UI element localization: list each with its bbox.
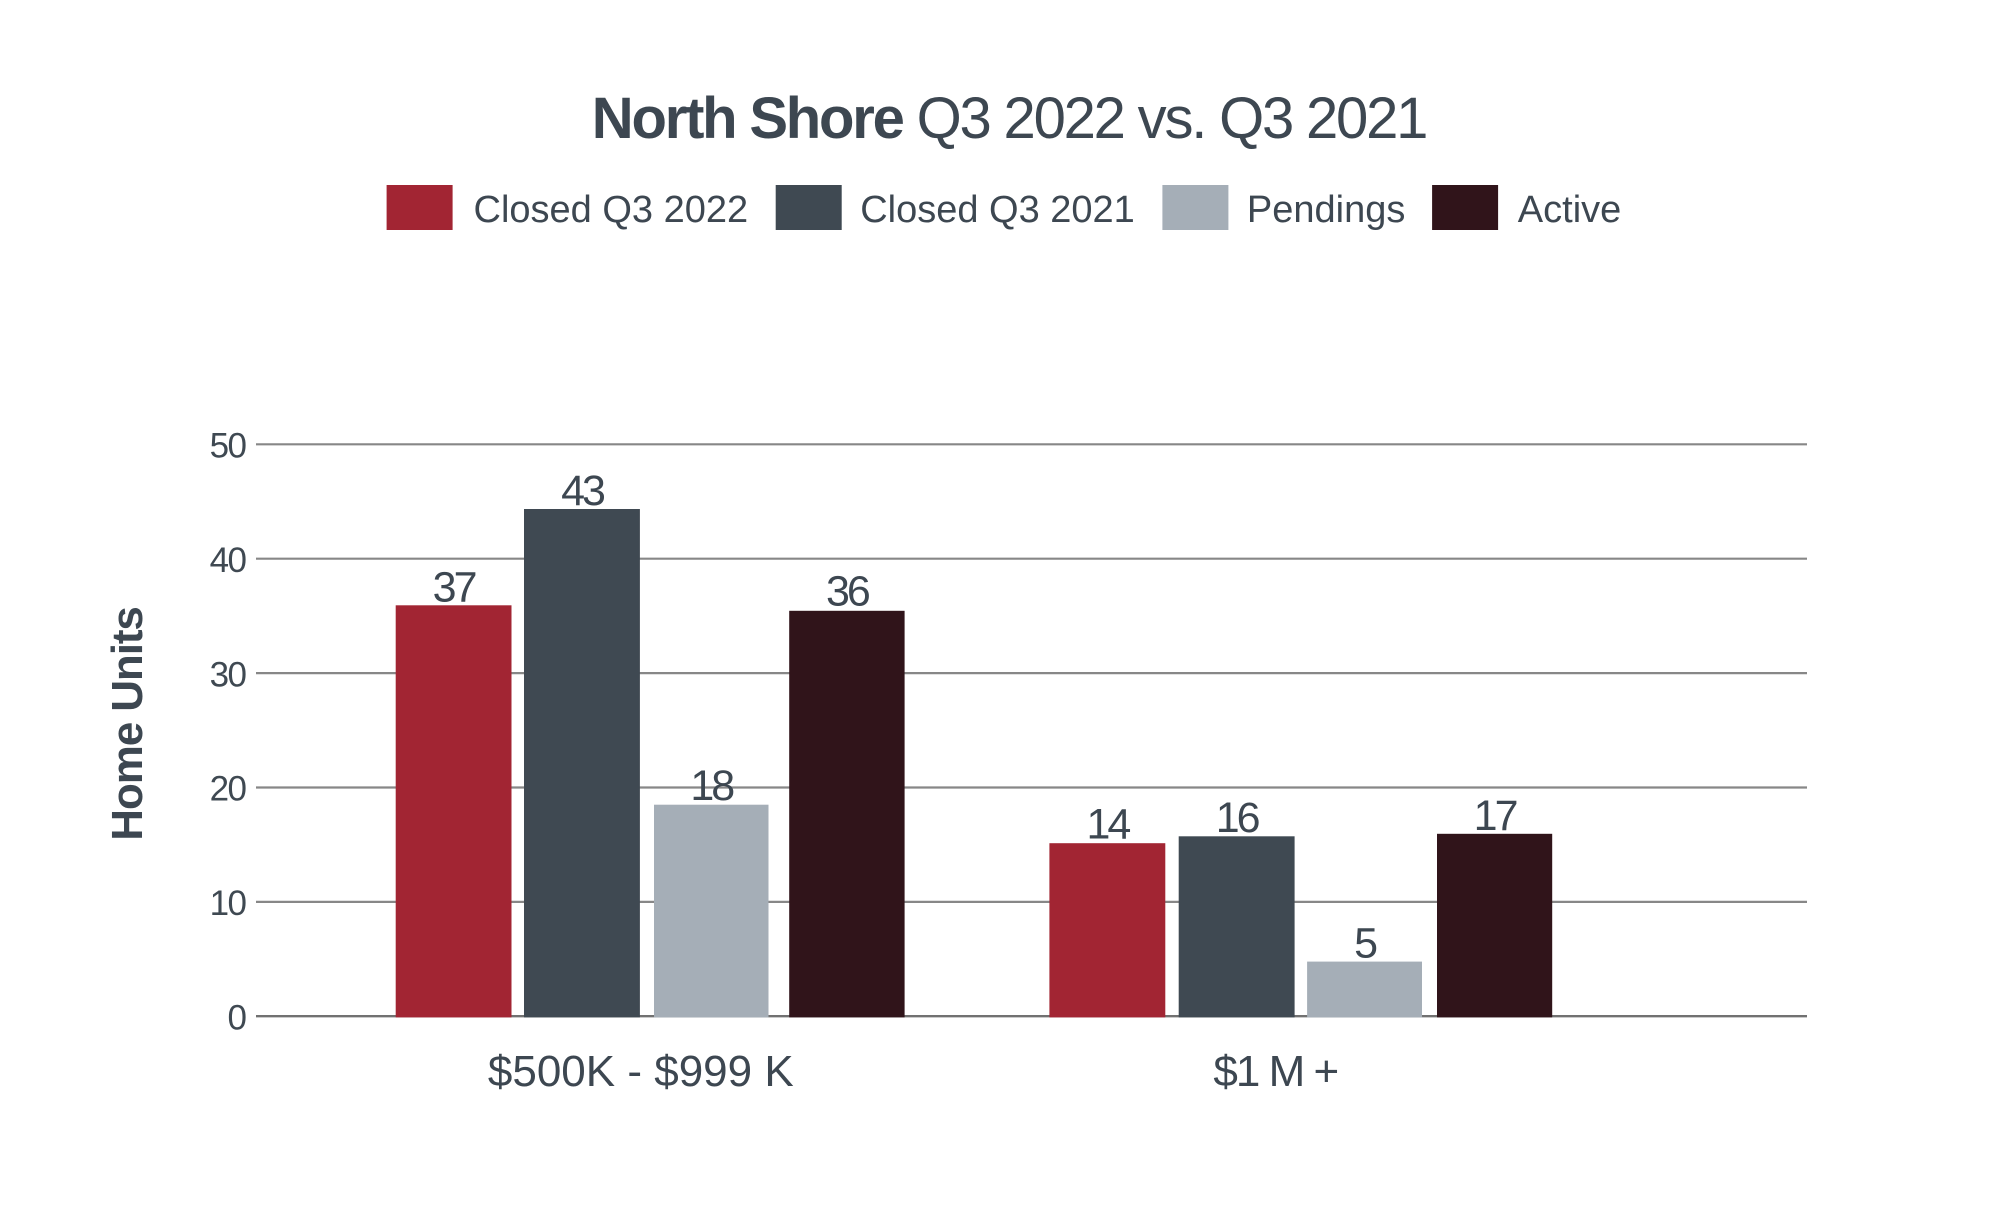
svg-text:18: 18 bbox=[690, 762, 734, 810]
svg-text:36: 36 bbox=[826, 567, 870, 615]
svg-text:16: 16 bbox=[1216, 794, 1260, 842]
svg-text:20: 20 bbox=[210, 770, 247, 809]
svg-text:0: 0 bbox=[228, 999, 247, 1038]
svg-text:Active: Active bbox=[1518, 189, 1621, 231]
svg-text:Home Units: Home Units bbox=[103, 607, 152, 840]
svg-text:50: 50 bbox=[210, 427, 247, 466]
svg-text:$500K - $999 K: $500K - $999 K bbox=[488, 1047, 794, 1096]
svg-text:Closed Q3 2021: Closed Q3 2021 bbox=[860, 189, 1135, 231]
svg-text:14: 14 bbox=[1086, 801, 1130, 849]
svg-text:43: 43 bbox=[561, 467, 605, 515]
svg-text:$1 M +: $1 M + bbox=[1213, 1047, 1337, 1096]
svg-text:30: 30 bbox=[210, 655, 247, 694]
svg-text:Closed Q3 2022: Closed Q3 2022 bbox=[474, 189, 749, 231]
svg-text:North Shore Q3 2022 vs. Q3 202: North Shore Q3 2022 vs. Q3 2021 bbox=[592, 86, 1426, 151]
svg-text:10: 10 bbox=[210, 884, 247, 923]
svg-text:5: 5 bbox=[1354, 919, 1377, 967]
svg-text:Pendings: Pendings bbox=[1247, 189, 1405, 231]
svg-text:17: 17 bbox=[1474, 792, 1517, 840]
svg-text:37: 37 bbox=[433, 563, 476, 611]
svg-text:40: 40 bbox=[210, 541, 247, 580]
